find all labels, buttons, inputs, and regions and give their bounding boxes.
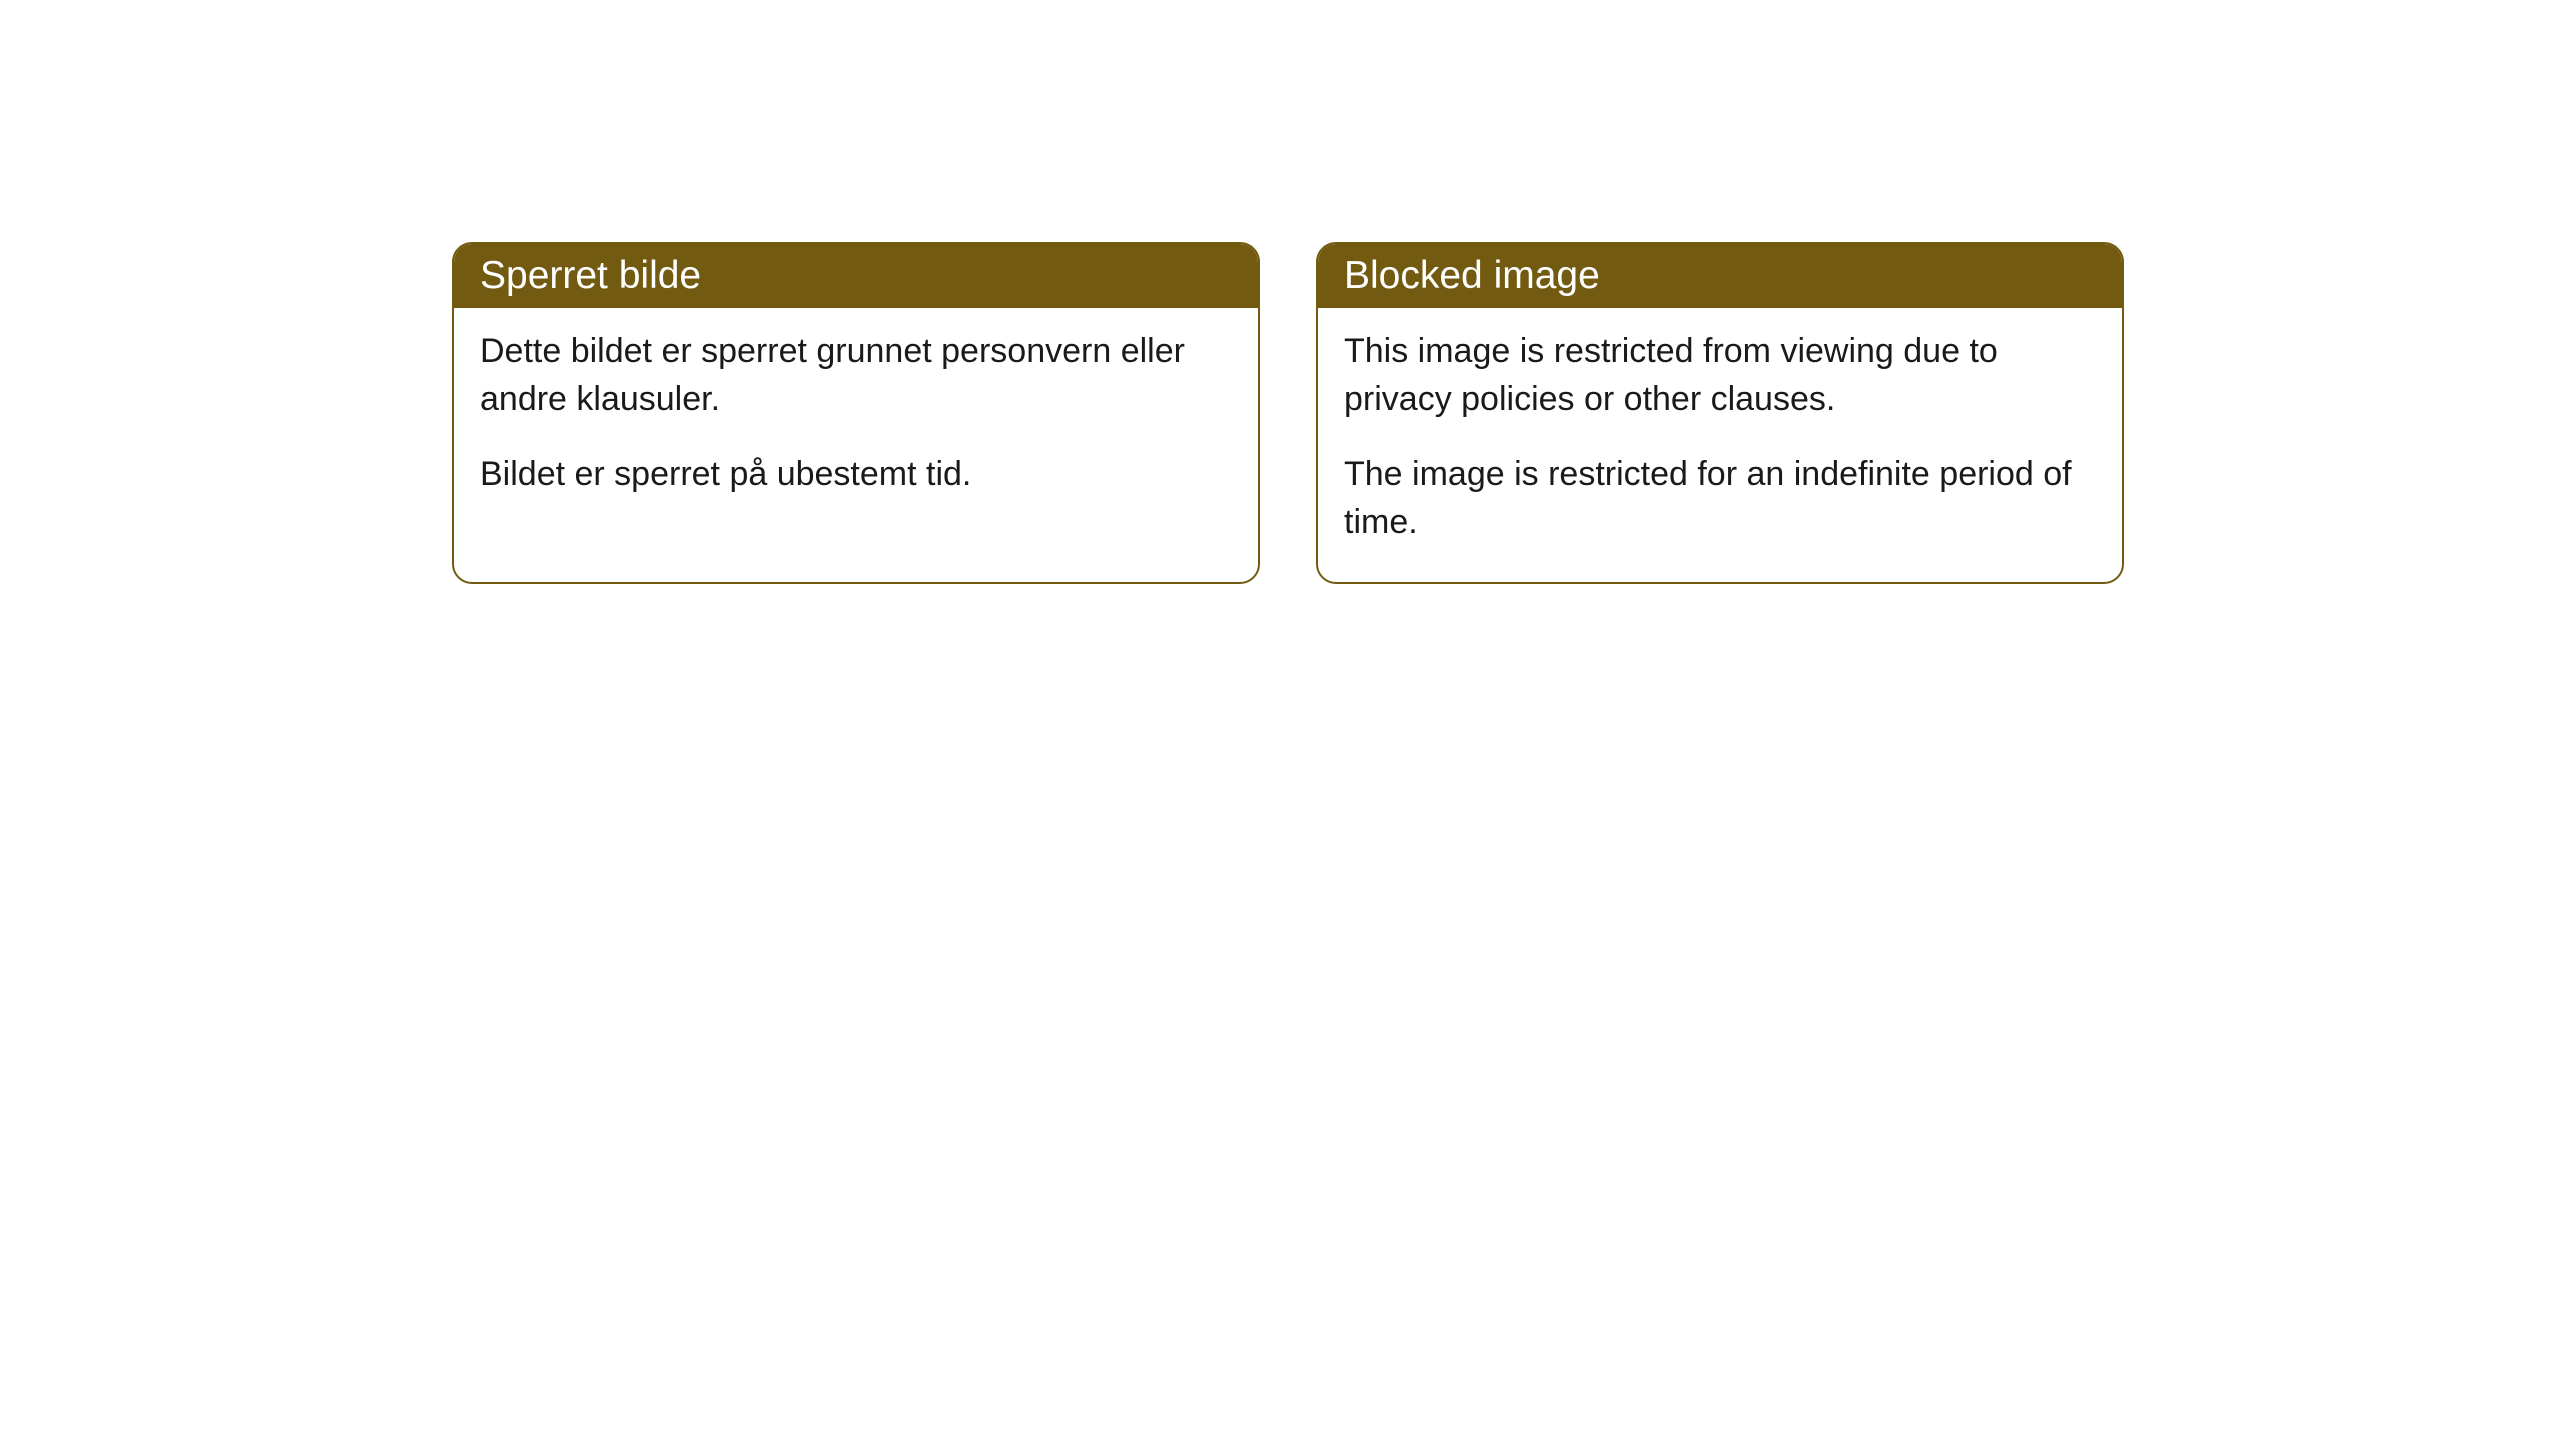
blocked-image-card-norwegian: Sperret bilde Dette bildet er sperret gr… — [452, 242, 1260, 584]
cards-container: Sperret bilde Dette bildet er sperret gr… — [452, 242, 2124, 584]
card-paragraph: The image is restricted for an indefinit… — [1344, 451, 2096, 546]
card-body: This image is restricted from viewing du… — [1318, 308, 2122, 582]
card-title: Sperret bilde — [454, 244, 1258, 308]
card-title: Blocked image — [1318, 244, 2122, 308]
card-paragraph: Dette bildet er sperret grunnet personve… — [480, 328, 1232, 423]
card-paragraph: This image is restricted from viewing du… — [1344, 328, 2096, 423]
card-body: Dette bildet er sperret grunnet personve… — [454, 308, 1258, 535]
blocked-image-card-english: Blocked image This image is restricted f… — [1316, 242, 2124, 584]
card-paragraph: Bildet er sperret på ubestemt tid. — [480, 451, 1232, 499]
